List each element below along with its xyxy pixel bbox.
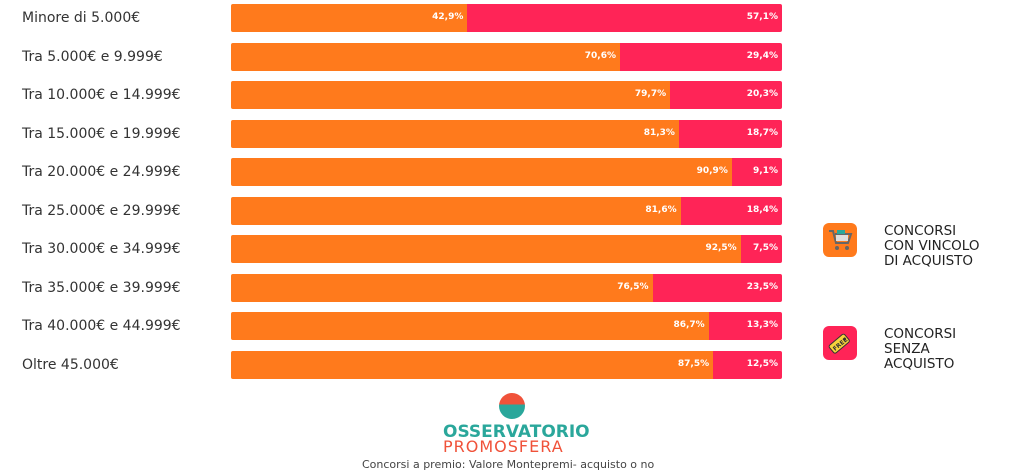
data-label: 81,3%: [643, 127, 675, 138]
category-label: Oltre 45.000€: [22, 356, 119, 373]
legend-line: CON VINCOLO: [884, 238, 980, 254]
data-label: 18,4%: [746, 204, 778, 215]
bar-segment-con-vincolo: 76,5%: [231, 273, 653, 302]
bar-segment-senza-acquisto: 12,5%: [713, 350, 782, 379]
category-label: Tra 35.000€ e 39.999€: [22, 279, 181, 296]
bar-segment-senza-acquisto: 18,4%: [680, 196, 782, 225]
bar-segment-senza-acquisto: 18,7%: [678, 119, 782, 148]
data-label: 9,1%: [753, 166, 778, 176]
logo-globe-icon: [499, 393, 525, 419]
data-label: 13,3%: [746, 320, 778, 330]
data-label: 90,9%: [696, 166, 728, 176]
category-label: Tra 25.000€ e 29.999€: [22, 202, 181, 219]
bar-row: 70,6% 29,4%: [231, 42, 782, 71]
bar-segment-con-vincolo: 42,9%: [231, 4, 468, 32]
category-label: Tra 20.000€ e 24.999€: [22, 164, 181, 180]
data-label: 81,6%: [645, 204, 677, 215]
bar-segment-con-vincolo: 86,7%: [231, 312, 709, 340]
bar-row: 90,9% 9,1%: [231, 158, 782, 186]
free-tag-icon: FREE: [823, 326, 857, 360]
data-label: 42,9%: [432, 12, 464, 22]
legend-label-con-vincolo: CONCORSI CON VINCOLO DI ACQUISTO: [884, 224, 1004, 269]
data-label: 92,5%: [705, 243, 737, 253]
bar-segment-con-vincolo: 79,7%: [231, 81, 671, 109]
category-label: Tra 40.000€ e 44.999€: [22, 318, 181, 334]
bar-row: 81,3% 18,7%: [231, 119, 782, 148]
bar-segment-senza-acquisto: 13,3%: [708, 312, 782, 340]
data-label: 20,3%: [746, 89, 778, 99]
bar-row: 86,7% 13,3%: [231, 312, 782, 340]
legend-line: DI ACQUISTO: [884, 253, 974, 269]
bar-row: 87,5% 12,5%: [231, 350, 782, 379]
legend-line: CONCORSI: [884, 223, 957, 239]
bar-row: 81,6% 18,4%: [231, 196, 782, 225]
bar-segment-con-vincolo: 92,5%: [231, 235, 741, 263]
data-label: 87,5%: [677, 358, 710, 369]
legend-line: CONCORSI: [884, 326, 957, 342]
data-label: 70,6%: [584, 50, 616, 61]
bar-segment-con-vincolo: 90,9%: [231, 158, 732, 186]
bar-segment-senza-acquisto: 29,4%: [620, 42, 782, 71]
category-label: Tra 30.000€ e 34.999€: [22, 241, 181, 257]
bar-segment-senza-acquisto: 7,5%: [740, 235, 782, 263]
category-label: Tra 15.000€ e 19.999€: [22, 125, 181, 142]
logo-line1: OSSERVATORIO: [443, 422, 590, 442]
data-label: 29,4%: [746, 50, 778, 61]
bar-segment-con-vincolo: 70,6%: [231, 42, 620, 71]
data-label: 23,5%: [746, 281, 778, 292]
data-label: 7,5%: [753, 243, 778, 253]
chart-caption: Concorsi a premio: Valore Montepremi- ac…: [362, 458, 655, 471]
category-label: Tra 5.000€ e 9.999€: [22, 48, 163, 65]
data-label: 57,1%: [746, 12, 778, 22]
data-label: 76,5%: [617, 281, 649, 292]
bar-segment-senza-acquisto: 20,3%: [670, 81, 782, 109]
data-label: 18,7%: [746, 127, 778, 138]
bar-segment-con-vincolo: 81,3%: [231, 119, 679, 148]
bar-segment-senza-acquisto: 23,5%: [652, 273, 782, 302]
logo-line2: PROMOSFERA: [443, 437, 564, 456]
legend-line: ACQUISTO: [884, 356, 955, 372]
bar-segment-con-vincolo: 87,5%: [231, 350, 714, 379]
bar-row: 76,5% 23,5%: [231, 273, 782, 302]
legend-line: SENZA: [884, 341, 930, 357]
bar-row: 42,9% 57,1%: [231, 4, 782, 32]
data-label: 79,7%: [634, 89, 667, 99]
data-label: 86,7%: [673, 320, 705, 330]
bar-row: 79,7% 20,3%: [231, 81, 782, 109]
bar-segment-senza-acquisto: 57,1%: [467, 4, 782, 32]
bar-segment-con-vincolo: 81,6%: [231, 196, 681, 225]
legend-label-senza-acquisto: CONCORSI SENZA ACQUISTO: [884, 327, 1004, 372]
bar-segment-senza-acquisto: 9,1%: [731, 158, 782, 186]
data-label: 12,5%: [746, 358, 778, 369]
category-label: Minore di 5.000€: [22, 10, 141, 26]
category-label: Tra 10.000€ e 14.999€: [22, 87, 181, 103]
shopping-cart-icon: [823, 223, 857, 257]
bar-row: 92,5% 7,5%: [231, 235, 782, 263]
